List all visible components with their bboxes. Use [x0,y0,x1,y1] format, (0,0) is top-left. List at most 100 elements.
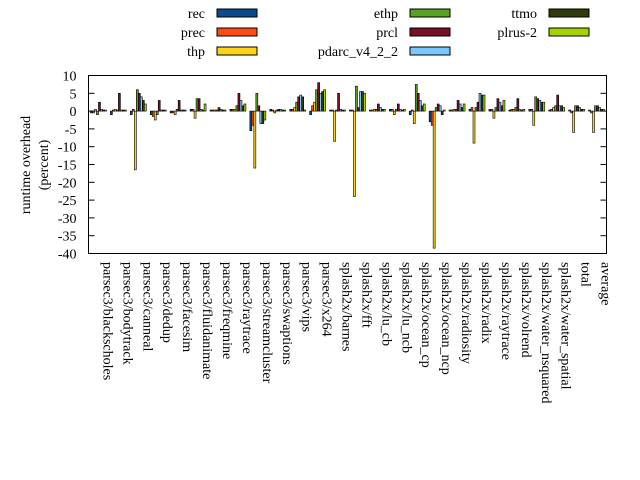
bar-plrus-2-3 [163,109,167,112]
y-axis-label-line: runtime overhead [19,116,34,214]
bar-prcl-7 [237,93,241,112]
x-tick-label: parsec3/blackscholes [99,262,114,380]
legend-label-rec: rec [188,7,205,22]
bar-plrus-2-13 [363,93,366,112]
y-tick-label: -10 [58,141,77,156]
bar-thp-19 [472,110,476,144]
bar-thp-15 [393,110,396,115]
bar-prcl-12 [337,93,340,112]
bar-rec-8 [249,110,253,131]
bar-rec-3 [149,110,153,115]
bar-ttmo-5 [201,109,205,112]
bar-thp-12 [333,110,336,142]
legend-swatch-prec [216,27,258,37]
bar-plrus-2-20 [502,100,506,112]
bar-ethp-13 [355,85,358,112]
y-axis-label-line: (percent) [37,139,52,190]
bar-thp-7 [233,109,237,112]
bar-thp-4 [173,110,177,115]
bar-thp-24 [572,110,575,133]
bar-ttmo-1 [122,109,125,112]
x-tick-label: parsec3/swaptions [279,262,294,365]
bar-thp-6 [213,109,217,112]
legend-label-ethp: ethp [374,7,398,22]
legend-label-prcl: prcl [376,26,398,41]
y-tick-label: -20 [58,176,77,191]
bar-plrus-2-11 [323,89,326,112]
x-tick-label: parsec3/x264 [319,262,334,337]
bar-pdarc_v4_2_2-17 [438,105,442,112]
bar-thp-16 [412,110,416,124]
x-tick-label: splash2x/water_spatial [558,262,573,390]
legend-swatch-thp [216,46,258,56]
x-tick-label: parsec3/canneal [139,262,154,351]
bar-prec-20 [490,109,494,112]
bar-thp-2 [134,110,137,171]
bar-prcl-5 [197,98,201,112]
x-tick-label: splash2x/fft [358,262,373,328]
y-axis-ticks: 10 5 0 -5 -10 -15 -20 -25 -30 -35 -40 [58,70,607,263]
bar-thp-20 [492,110,496,119]
bar-rec-11 [309,110,312,115]
bar-thp-0 [94,109,97,112]
y-tick-label: -40 [58,248,77,263]
bar-ethp-2 [136,89,139,112]
bar-prec-22 [530,109,534,112]
bar-prec-15 [391,109,394,112]
y-tick-label: -15 [58,159,77,174]
bar-plrus-2-4 [183,109,187,112]
bar-thp-9 [273,110,277,114]
legend-label-pdarc_v4_2_2: pdarc_v4_2_2 [318,45,398,60]
x-tick-label: parsec3/vips [299,262,314,332]
bar-prcl-2 [138,93,141,112]
bar-plrus-2-6 [223,109,227,112]
bar-plrus-2-17 [442,109,446,112]
bar-prec-0 [92,110,95,114]
bar-pdarc_v4_2_2-1 [120,109,123,112]
bar-plrus-2-0 [104,109,107,112]
bar-thp-8 [253,110,257,169]
x-tick-label: splash2x/radix [478,262,493,344]
bar-prec-12 [331,109,334,112]
bar-ttmo-3 [161,109,165,112]
legend-swatch-plrus-2 [548,27,590,37]
bar-ethp-4 [175,109,179,112]
x-tick-label: parsec3/freqmine [219,262,234,359]
bar-plrus-2-22 [542,101,546,112]
bar-rec-6 [209,109,213,112]
bar-thp-3 [153,110,157,121]
bar-prec-5 [191,109,195,112]
bar-ttmo-17 [440,110,444,115]
x-tick-label: splash2x/raytrace [498,262,513,360]
bar-plrus-2-14 [383,109,386,112]
bar-ttmo-7 [241,105,245,112]
legend-label-thp: thp [187,45,205,60]
x-tick-label: splash2x/radiosity [458,262,473,364]
bar-ethp-1 [116,109,119,112]
x-tick-label: parsec3/facesim [179,262,194,352]
y-tick-label: 0 [70,105,77,120]
x-tick-label: parsec3/bodytrack [119,262,134,365]
legend-swatch-rec [216,8,258,18]
x-tick-label: splash2x/water_nsquared [538,262,553,404]
bar-prec-7 [231,109,235,112]
x-tick-label: parsec3/streamcluster [259,262,274,384]
bar-thp-25 [592,110,595,133]
x-axis-labels: parsec3/blackscholes parsec3/bodytrack par… [99,262,612,404]
legend-label-plrus-2: plrus-2 [497,26,537,41]
bar-plrus-2-2 [144,103,147,112]
bar-prec-9 [271,109,275,112]
x-tick-label: parsec3/fluidanimate [199,262,214,379]
legend-swatch-pdarc_v4_2_2 [409,46,451,56]
bar-prec-4 [171,110,175,114]
x-tick-label: splash2x/lu_cb [378,262,393,346]
y-tick-label: -5 [65,123,77,138]
bar-prcl-4 [177,100,181,112]
x-tick-label: splash2x/volrend [518,262,533,358]
bar-prec-2 [132,109,135,112]
bar-prcl-6 [217,107,221,112]
bar-plrus-2-5 [203,103,207,112]
bar-plrus-2-1 [124,109,127,112]
bar-pdarc_v4_2_2-6 [219,109,223,112]
